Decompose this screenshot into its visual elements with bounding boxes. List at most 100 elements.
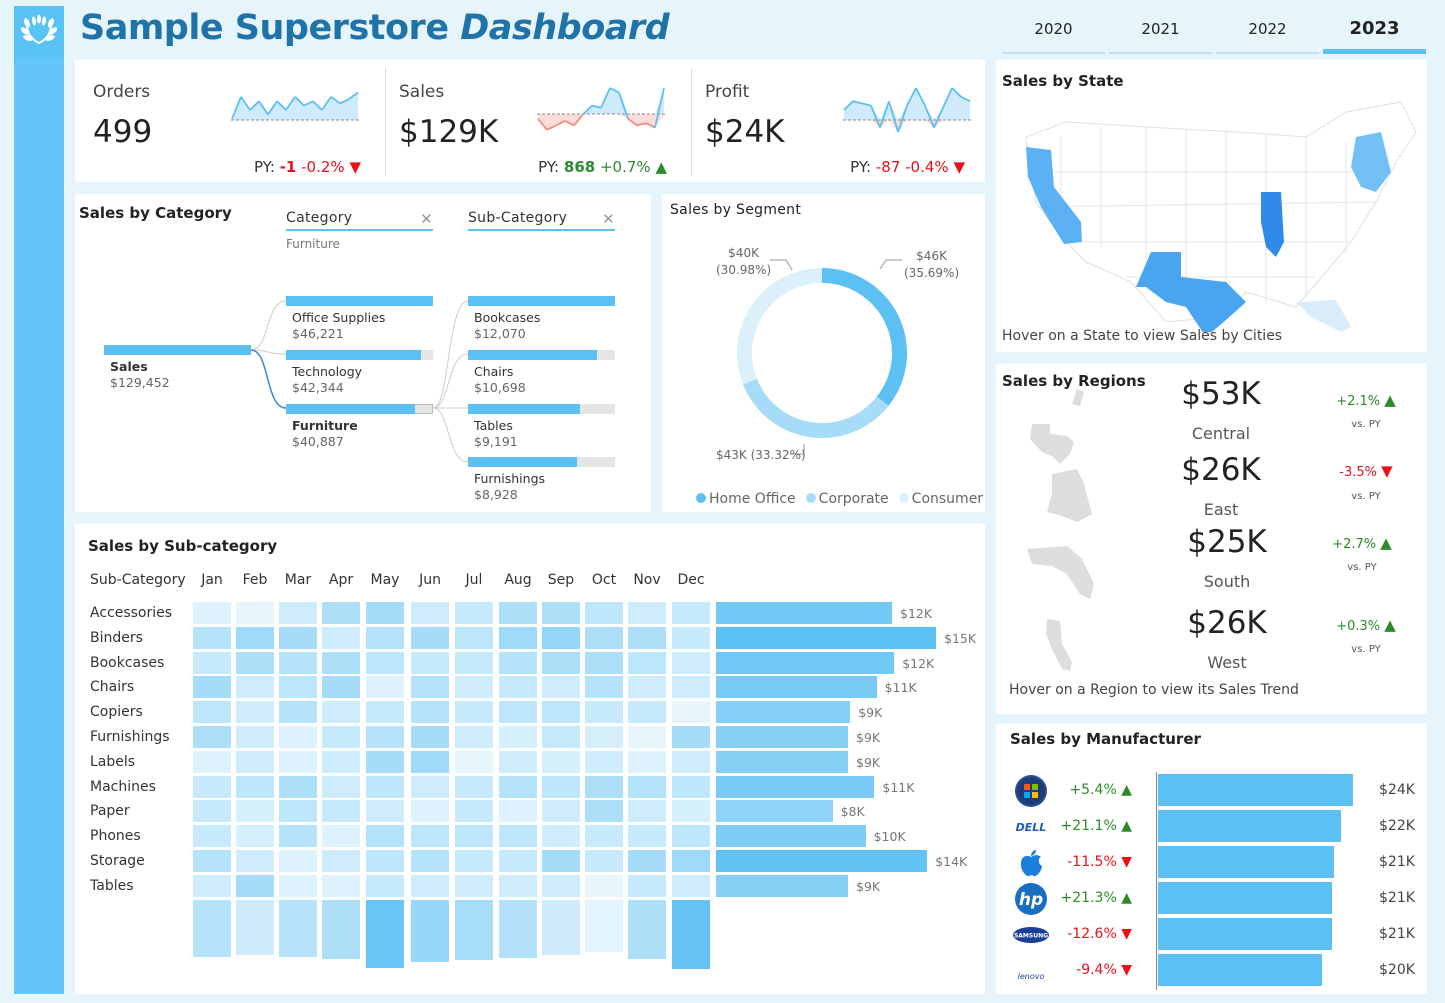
heatmap-cell[interactable] (542, 651, 580, 674)
heatmap-cell[interactable] (542, 626, 580, 649)
heatmap-cell[interactable] (455, 726, 493, 748)
category-header[interactable]: Category ✕ (286, 210, 433, 231)
heatmap-cell[interactable] (499, 750, 537, 773)
heatmap-cell[interactable] (193, 676, 231, 699)
heatmap-cell[interactable] (411, 701, 449, 724)
heatmap-cell[interactable] (366, 651, 404, 674)
heatmap-cell[interactable] (366, 775, 404, 798)
month-total-bar[interactable] (672, 900, 710, 969)
heatmap-cell[interactable] (455, 850, 493, 872)
heatmap-cell[interactable] (455, 626, 493, 649)
heatmap-cell[interactable] (322, 874, 360, 897)
heatmap-cell[interactable] (193, 874, 231, 897)
heatmap-cell[interactable] (585, 775, 623, 798)
heatmap-cell[interactable] (193, 651, 231, 674)
heatmap-cell[interactable] (366, 676, 404, 699)
row-total-bar[interactable] (716, 825, 866, 848)
heatmap-cell[interactable] (236, 651, 274, 674)
us-map[interactable] (1006, 92, 1421, 332)
row-total-bar[interactable] (716, 676, 877, 699)
heatmap-cell[interactable] (542, 676, 580, 699)
heatmap-cell[interactable] (236, 726, 274, 748)
heatmap-cell[interactable] (279, 626, 317, 649)
heatmap-cell[interactable] (455, 651, 493, 674)
row-total-bar[interactable] (716, 775, 875, 798)
row-total-bar[interactable] (716, 726, 848, 748)
heatmap-cell[interactable] (455, 825, 493, 848)
heatmap-cell[interactable] (455, 750, 493, 773)
heatmap-cell[interactable] (366, 874, 404, 897)
tab-2022[interactable]: 2022 (1216, 14, 1319, 54)
month-total-bar[interactable] (499, 900, 537, 959)
heatmap-cell[interactable] (542, 825, 580, 848)
heatmap-cell[interactable] (193, 701, 231, 724)
heatmap-cell[interactable] (628, 676, 666, 699)
heatmap-cell[interactable] (499, 775, 537, 798)
heatmap-cell[interactable] (322, 651, 360, 674)
heatmap-cell[interactable] (411, 626, 449, 649)
heatmap-cell[interactable] (585, 750, 623, 773)
heatmap-cell[interactable] (585, 626, 623, 649)
heatmap-cell[interactable] (585, 651, 623, 674)
state-california[interactable] (1026, 147, 1082, 244)
heatmap-cell[interactable] (236, 874, 274, 897)
manufacturer-bar[interactable] (1158, 774, 1353, 806)
heatmap-cell[interactable] (672, 726, 710, 748)
legend-home-office[interactable]: Home Office (696, 491, 796, 507)
heatmap-cell[interactable] (585, 825, 623, 848)
row-total-bar[interactable] (716, 701, 851, 724)
row-total-bar[interactable] (716, 750, 848, 773)
heatmap-cell[interactable] (366, 850, 404, 872)
row-total-bar[interactable] (716, 626, 936, 649)
heatmap-cell[interactable] (499, 602, 537, 624)
heatmap-cell[interactable] (411, 602, 449, 624)
manufacturer-bar[interactable] (1158, 954, 1322, 986)
heatmap-cell[interactable] (672, 676, 710, 699)
segment-donut[interactable] (662, 194, 985, 512)
heatmap-cell[interactable] (236, 626, 274, 649)
heatmap-cell[interactable] (499, 726, 537, 748)
heatmap-cell[interactable] (193, 800, 231, 823)
heatmap-cell[interactable] (279, 850, 317, 872)
state-illinois[interactable] (1261, 192, 1284, 257)
heatmap-cell[interactable] (236, 701, 274, 724)
month-total-bar[interactable] (455, 900, 493, 960)
month-total-bar[interactable] (193, 900, 231, 958)
manufacturer-bar[interactable] (1158, 846, 1334, 878)
tab-2023[interactable]: 2023 (1323, 14, 1426, 54)
manufacturer-bar[interactable] (1158, 882, 1332, 914)
heatmap-cell[interactable] (322, 750, 360, 773)
heatmap-cell[interactable] (628, 701, 666, 724)
tab-2021[interactable]: 2021 (1109, 14, 1212, 54)
heatmap-cell[interactable] (193, 626, 231, 649)
state-new-york[interactable] (1351, 132, 1391, 192)
east-shape-icon[interactable] (1047, 469, 1092, 522)
heatmap-cell[interactable] (585, 874, 623, 897)
heatmap-cell[interactable] (585, 726, 623, 748)
corporate-slice[interactable] (742, 378, 889, 438)
heatmap-cell[interactable] (193, 825, 231, 848)
tab-2020[interactable]: 2020 (1002, 14, 1105, 54)
subcategory-header[interactable]: Sub-Category ✕ (468, 210, 615, 231)
heatmap-cell[interactable] (499, 626, 537, 649)
heatmap-cell[interactable] (279, 775, 317, 798)
legend-consumer[interactable]: Consumer (898, 491, 983, 507)
heatmap-cell[interactable] (542, 726, 580, 748)
heatmap-cell[interactable] (585, 701, 623, 724)
heatmap-cell[interactable] (366, 701, 404, 724)
heatmap-cell[interactable] (585, 602, 623, 624)
heatmap-cell[interactable] (628, 626, 666, 649)
heatmap-cell[interactable] (322, 676, 360, 699)
manufacturer-bar[interactable] (1158, 918, 1332, 950)
heatmap-cell[interactable] (322, 626, 360, 649)
heatmap-cell[interactable] (236, 850, 274, 872)
heatmap-cell[interactable] (499, 651, 537, 674)
kpi-orders[interactable]: Orders 499 PY: -1 -0.2% ▼ (75, 60, 381, 182)
heatmap-cell[interactable] (542, 800, 580, 823)
heatmap-cell[interactable] (366, 800, 404, 823)
heatmap-cell[interactable] (411, 874, 449, 897)
heatmap-cell[interactable] (455, 874, 493, 897)
heatmap-cell[interactable] (499, 701, 537, 724)
heatmap-cell[interactable] (455, 775, 493, 798)
heatmap-cell[interactable] (672, 651, 710, 674)
